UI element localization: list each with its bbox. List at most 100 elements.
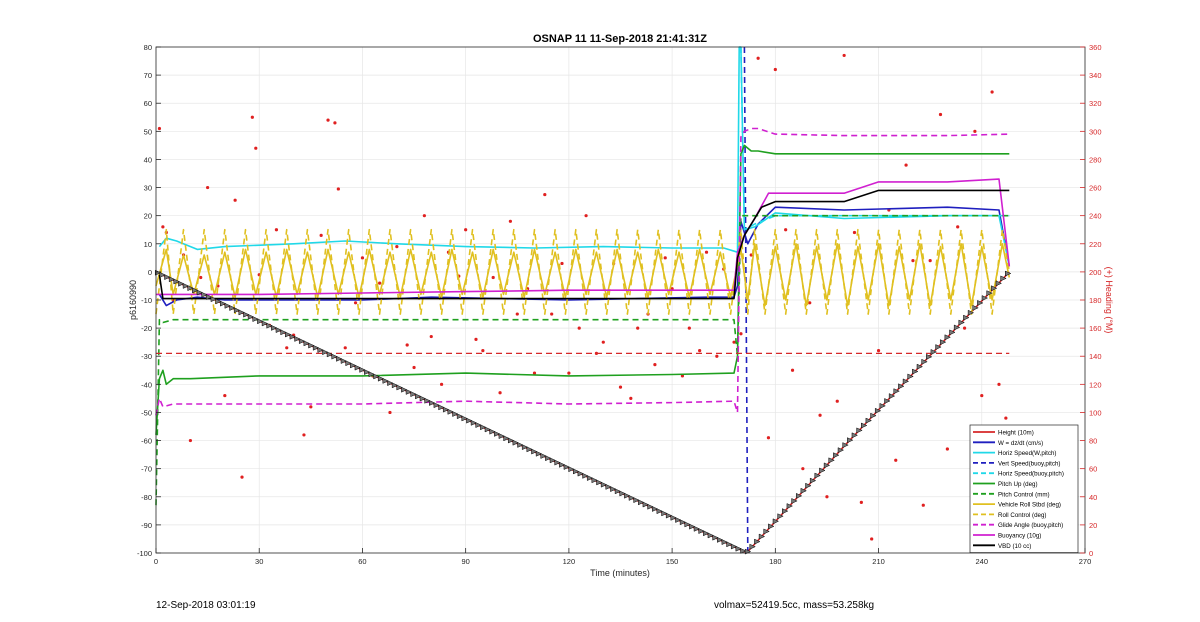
height-marker bbox=[777, 513, 784, 520]
height-marker bbox=[874, 407, 882, 414]
height-marker bbox=[368, 371, 375, 378]
series-line-2 bbox=[158, 46, 1011, 267]
height-marker bbox=[768, 523, 775, 530]
height-marker bbox=[363, 369, 371, 375]
x-axis-label: Time (minutes) bbox=[590, 568, 650, 578]
height-marker bbox=[916, 363, 924, 370]
y-tick-label--10: -10 bbox=[141, 296, 152, 305]
y2-tick-label-80: 80 bbox=[1089, 437, 1097, 446]
heading-point bbox=[395, 244, 399, 249]
height-marker bbox=[884, 398, 891, 404]
height-marker bbox=[531, 448, 538, 455]
footer-volmax-mass: volmax=52419.5cc, mass=53.258kg bbox=[714, 600, 875, 611]
series-line-8 bbox=[155, 228, 1011, 315]
heading-point bbox=[618, 385, 623, 389]
heading-point bbox=[319, 233, 323, 237]
height-marker bbox=[331, 353, 338, 360]
height-marker bbox=[447, 408, 454, 415]
height-marker bbox=[419, 395, 427, 402]
height-marker bbox=[359, 366, 366, 373]
height-marker bbox=[573, 468, 580, 475]
height-marker bbox=[879, 402, 886, 409]
heading-point bbox=[894, 458, 898, 462]
height-marker bbox=[861, 422, 868, 429]
legend-label-0: Height (10m) bbox=[998, 430, 1034, 437]
y2-tick-label-260: 260 bbox=[1089, 184, 1102, 193]
y2-tick-label-340: 340 bbox=[1089, 71, 1102, 80]
x-tick-label-210: 210 bbox=[872, 557, 885, 566]
height-marker bbox=[470, 419, 478, 426]
legend-label-4: Horiz Speed(buoy,pitch) bbox=[998, 471, 1064, 478]
height-marker bbox=[1005, 270, 1012, 277]
heading-point bbox=[302, 433, 306, 437]
height-marker bbox=[405, 389, 413, 395]
x-tick-label-90: 90 bbox=[461, 557, 469, 566]
height-marker bbox=[619, 490, 626, 497]
height-marker bbox=[396, 384, 403, 391]
heading-point bbox=[422, 214, 426, 218]
heading-point bbox=[464, 228, 468, 232]
heading-point bbox=[921, 503, 925, 507]
height-marker bbox=[206, 294, 213, 300]
height-marker bbox=[586, 475, 594, 481]
height-marker bbox=[763, 528, 770, 535]
height-marker bbox=[707, 532, 715, 539]
y2-tick-label-180: 180 bbox=[1089, 296, 1102, 305]
heading-point bbox=[790, 368, 795, 372]
height-marker bbox=[596, 479, 603, 486]
heading-point bbox=[481, 349, 485, 353]
heading-point bbox=[808, 301, 812, 305]
height-marker bbox=[345, 360, 352, 367]
height-marker bbox=[670, 514, 677, 521]
legend-label-1: W = dz/dt (cm/s) bbox=[998, 440, 1043, 447]
height-marker bbox=[442, 406, 450, 413]
heading-point bbox=[343, 346, 347, 350]
heading-point bbox=[412, 365, 416, 370]
height-marker bbox=[475, 422, 482, 428]
heading-point bbox=[852, 230, 857, 235]
height-marker bbox=[600, 481, 608, 488]
height-marker bbox=[424, 397, 431, 404]
height-marker bbox=[935, 344, 942, 350]
height-marker bbox=[717, 537, 724, 543]
height-marker bbox=[749, 543, 756, 550]
heading-point bbox=[766, 436, 771, 440]
heading-point bbox=[911, 259, 915, 263]
height-marker bbox=[730, 543, 738, 550]
heading-point bbox=[240, 475, 244, 479]
height-marker bbox=[772, 518, 780, 525]
x-tick-label-0: 0 bbox=[154, 557, 158, 566]
height-marker bbox=[638, 499, 645, 506]
height-marker bbox=[196, 289, 204, 296]
height-marker bbox=[178, 280, 185, 287]
y2-tick-label-220: 220 bbox=[1089, 240, 1102, 249]
y-tick-label--100: -100 bbox=[137, 549, 152, 558]
height-marker bbox=[229, 305, 236, 311]
height-marker bbox=[303, 340, 310, 347]
height-marker bbox=[261, 320, 269, 327]
height-marker bbox=[661, 510, 668, 517]
height-marker bbox=[842, 442, 849, 448]
height-marker bbox=[489, 428, 496, 435]
series-line-5 bbox=[155, 144, 1010, 435]
height-marker bbox=[689, 523, 696, 530]
heading-point bbox=[997, 382, 1001, 386]
heading-point bbox=[698, 349, 702, 353]
height-marker bbox=[257, 318, 264, 325]
height-marker bbox=[647, 503, 654, 510]
height-marker bbox=[800, 487, 807, 494]
height-marker bbox=[540, 453, 547, 459]
height-marker bbox=[350, 362, 357, 369]
heading-point bbox=[784, 228, 788, 232]
height-marker bbox=[870, 412, 877, 419]
height-marker bbox=[377, 375, 385, 382]
height-marker bbox=[628, 495, 636, 501]
height-marker bbox=[693, 525, 701, 532]
height-marker bbox=[582, 472, 589, 479]
height-marker bbox=[466, 417, 473, 424]
height-marker bbox=[926, 353, 933, 360]
height-marker bbox=[795, 492, 803, 499]
height-marker bbox=[517, 442, 524, 448]
y-axis-label: p6160990 bbox=[128, 280, 138, 320]
y2-tick-label-40: 40 bbox=[1089, 493, 1097, 502]
